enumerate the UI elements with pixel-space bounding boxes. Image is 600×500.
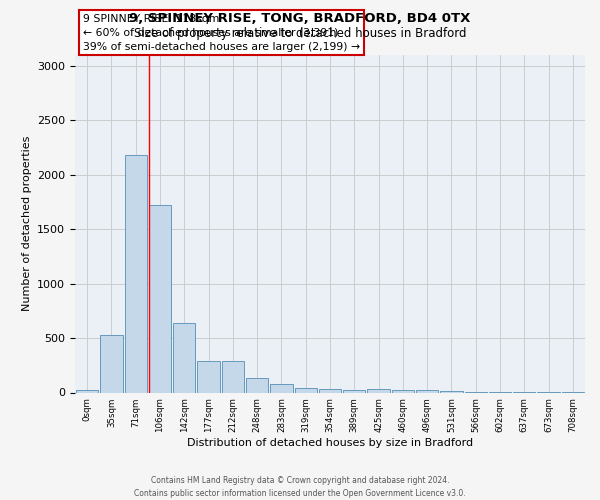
Bar <box>76 390 98 392</box>
Bar <box>392 390 414 392</box>
Bar <box>246 378 268 392</box>
Bar <box>149 205 171 392</box>
Bar <box>416 390 439 392</box>
Bar <box>221 361 244 392</box>
Bar <box>343 390 365 392</box>
Bar <box>270 384 293 392</box>
Bar <box>173 324 196 392</box>
Text: 9, SPINNEY RISE, TONG, BRADFORD, BD4 0TX: 9, SPINNEY RISE, TONG, BRADFORD, BD4 0TX <box>130 12 470 26</box>
Text: Size of property relative to detached houses in Bradford: Size of property relative to detached ho… <box>134 28 466 40</box>
Text: Contains HM Land Registry data © Crown copyright and database right 2024.
Contai: Contains HM Land Registry data © Crown c… <box>134 476 466 498</box>
X-axis label: Distribution of detached houses by size in Bradford: Distribution of detached houses by size … <box>187 438 473 448</box>
Bar <box>295 388 317 392</box>
Bar <box>319 389 341 392</box>
Y-axis label: Number of detached properties: Number of detached properties <box>22 136 32 312</box>
Bar <box>100 336 122 392</box>
Bar <box>125 154 147 392</box>
Bar <box>367 388 390 392</box>
Bar <box>197 361 220 392</box>
Text: 9 SPINNEY RISE: 118sqm
← 60% of detached houses are smaller (3,391)
39% of semi-: 9 SPINNEY RISE: 118sqm ← 60% of detached… <box>83 14 360 52</box>
